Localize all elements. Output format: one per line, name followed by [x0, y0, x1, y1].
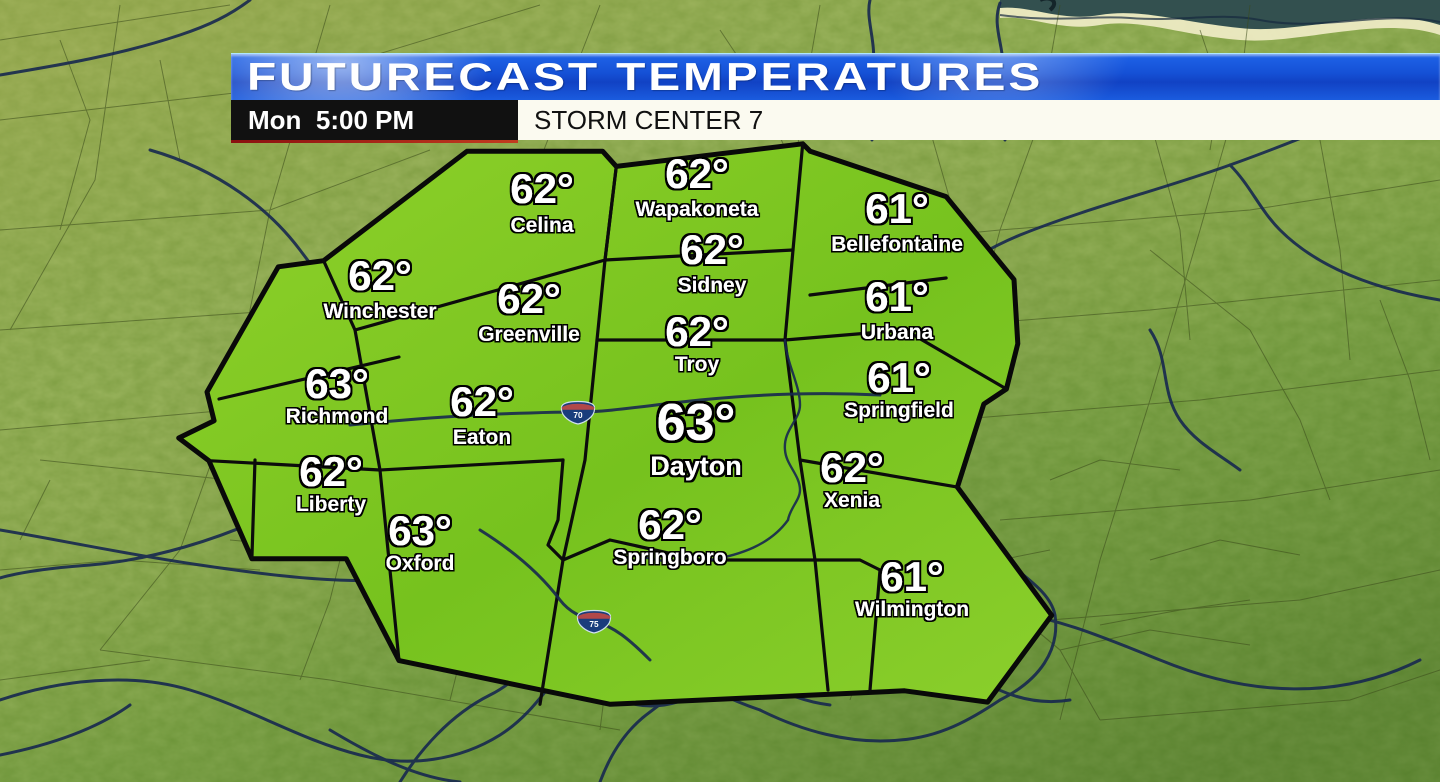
svg-text:70: 70 — [573, 411, 583, 420]
svg-text:75: 75 — [589, 620, 599, 629]
